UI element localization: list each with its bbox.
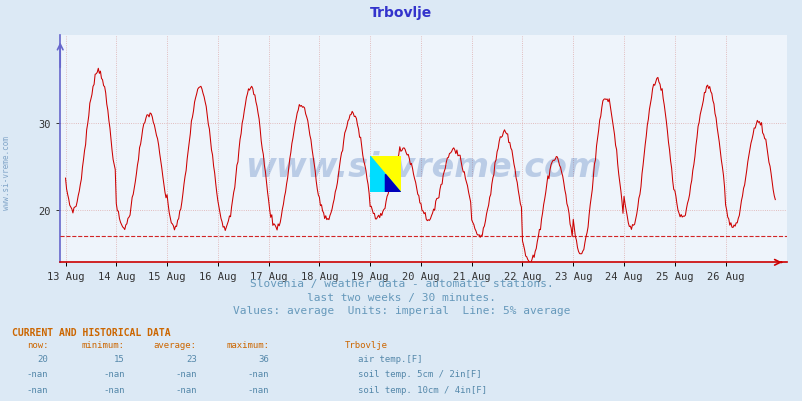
- Text: -nan: -nan: [247, 400, 269, 401]
- Text: -nan: -nan: [103, 369, 124, 379]
- Text: 20: 20: [38, 354, 48, 363]
- Text: -nan: -nan: [103, 400, 124, 401]
- Text: CURRENT AND HISTORICAL DATA: CURRENT AND HISTORICAL DATA: [12, 327, 171, 337]
- Text: 23: 23: [186, 354, 196, 363]
- Text: -nan: -nan: [103, 385, 124, 394]
- Text: -nan: -nan: [26, 385, 48, 394]
- Text: maximum:: maximum:: [225, 340, 269, 349]
- Text: last two weeks / 30 minutes.: last two weeks / 30 minutes.: [306, 292, 496, 302]
- Text: Trbovlje: Trbovlje: [345, 340, 388, 349]
- Text: Slovenia / weather data - automatic stations.: Slovenia / weather data - automatic stat…: [249, 279, 553, 289]
- Text: air temp.[F]: air temp.[F]: [358, 354, 422, 363]
- Text: -nan: -nan: [26, 400, 48, 401]
- Text: soil temp. 5cm / 2in[F]: soil temp. 5cm / 2in[F]: [358, 369, 481, 379]
- Polygon shape: [370, 157, 400, 193]
- Text: 15: 15: [114, 354, 124, 363]
- Text: now:: now:: [26, 340, 48, 349]
- Text: -nan: -nan: [175, 385, 196, 394]
- Text: minimum:: minimum:: [81, 340, 124, 349]
- Text: -nan: -nan: [26, 369, 48, 379]
- Text: -nan: -nan: [175, 369, 196, 379]
- Text: 36: 36: [258, 354, 269, 363]
- Polygon shape: [385, 175, 400, 193]
- Text: Trbovlje: Trbovlje: [370, 6, 432, 20]
- Text: -nan: -nan: [247, 369, 269, 379]
- Text: www.si-vreme.com: www.si-vreme.com: [245, 151, 602, 184]
- Text: soil temp. 10cm / 4in[F]: soil temp. 10cm / 4in[F]: [358, 385, 487, 394]
- Text: average:: average:: [153, 340, 196, 349]
- Polygon shape: [370, 157, 400, 193]
- Text: -nan: -nan: [247, 385, 269, 394]
- Text: www.si-vreme.com: www.si-vreme.com: [2, 136, 11, 209]
- Text: soil temp. 20cm / 8in[F]: soil temp. 20cm / 8in[F]: [358, 400, 487, 401]
- Text: Values: average  Units: imperial  Line: 5% average: Values: average Units: imperial Line: 5%…: [233, 305, 569, 315]
- Text: -nan: -nan: [175, 400, 196, 401]
